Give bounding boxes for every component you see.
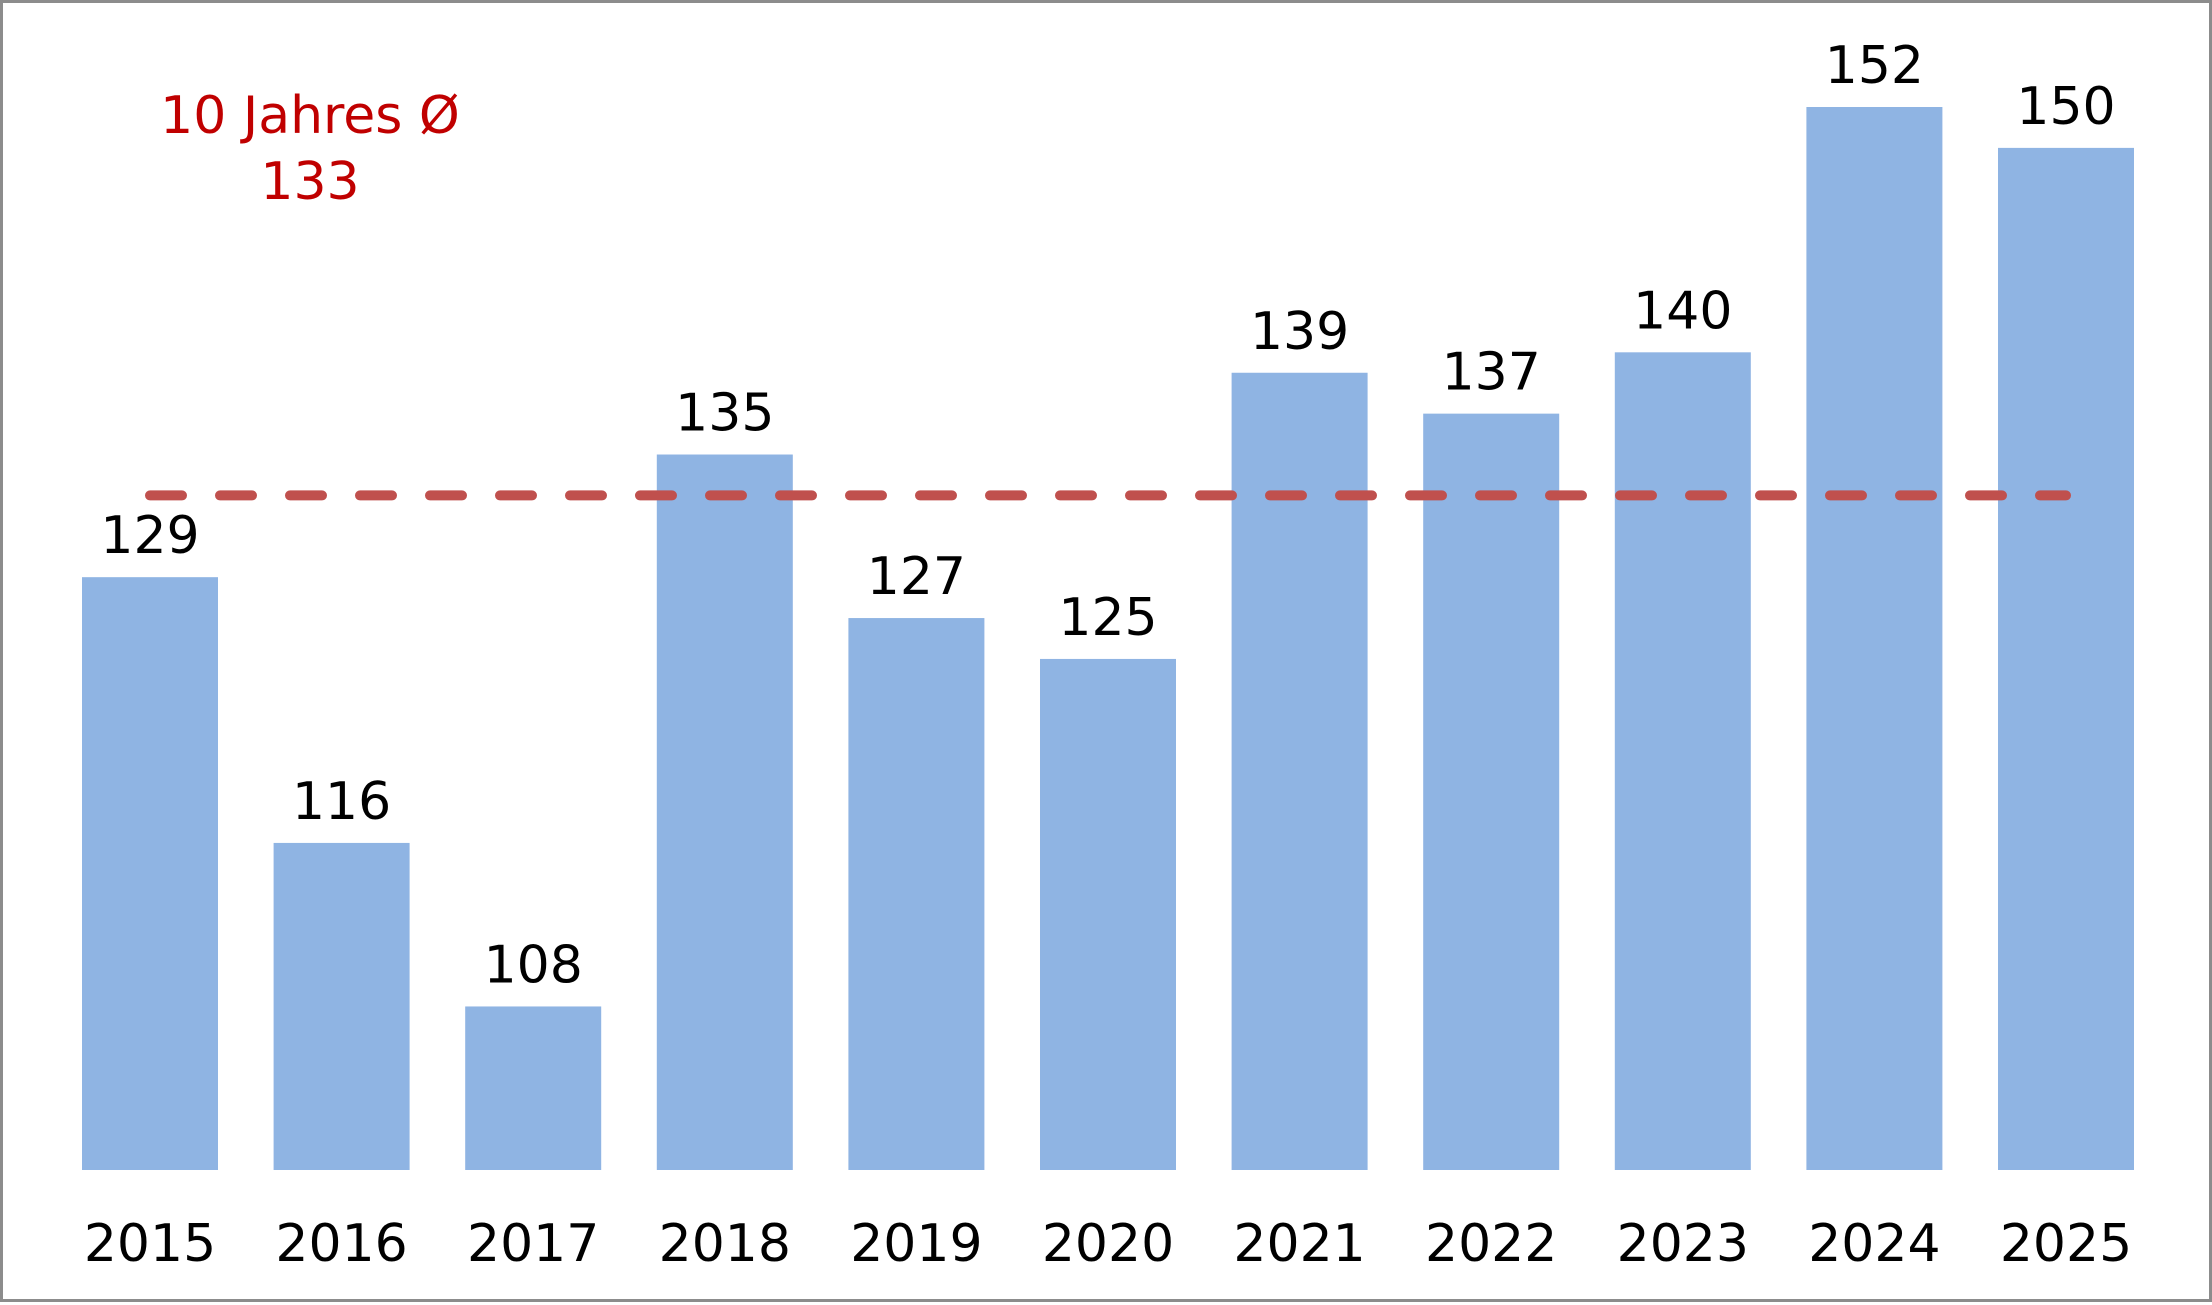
bar-2022 — [1423, 413, 1560, 1170]
bar-2019 — [848, 618, 985, 1170]
value-label-2018: 135 — [675, 384, 774, 444]
value-label-2022: 137 — [1442, 343, 1541, 403]
value-label-2016: 116 — [292, 772, 391, 832]
bar-2018 — [656, 454, 793, 1170]
bar-2023 — [1614, 352, 1751, 1170]
bar-2016 — [273, 842, 410, 1170]
bar-2021 — [1231, 372, 1368, 1170]
category-label-2023: 2023 — [1617, 1214, 1749, 1274]
bar-2024 — [1806, 107, 1943, 1170]
category-label-2019: 2019 — [850, 1214, 982, 1274]
value-label-2023: 140 — [1633, 281, 1732, 341]
category-label-2015: 2015 — [84, 1214, 216, 1274]
value-label-2024: 152 — [1825, 36, 1924, 96]
value-label-2021: 139 — [1250, 302, 1349, 362]
value-label-2020: 125 — [1058, 588, 1157, 648]
category-label-2018: 2018 — [659, 1214, 791, 1274]
bar-2025 — [1998, 147, 2134, 1170]
value-label-2017: 108 — [484, 935, 583, 995]
category-label-2022: 2022 — [1425, 1214, 1557, 1274]
value-label-2019: 127 — [867, 547, 966, 607]
category-label-2016: 2016 — [275, 1214, 407, 1274]
average-label-value: 133 — [260, 152, 359, 212]
category-label-2025: 2025 — [2000, 1214, 2132, 1274]
value-label-2015: 129 — [100, 506, 199, 566]
value-labels-layer: 129 116 108 135 127 125 139 137 140 152 150 — [100, 36, 2115, 995]
average-label-title: 10 Jahres Ø — [160, 86, 460, 146]
value-label-2025: 150 — [2016, 77, 2115, 137]
category-label-2021: 2021 — [1233, 1214, 1365, 1274]
bar-2020 — [1040, 658, 1176, 1170]
category-label-2024: 2024 — [1808, 1214, 1940, 1274]
bar-2017 — [465, 1006, 602, 1170]
bars-layer — [82, 107, 2134, 1170]
bar-2015 — [82, 577, 218, 1170]
category-label-2017: 2017 — [467, 1214, 599, 1274]
category-labels-layer: 2015 2016 2017 2018 2019 2020 2021 2022 2023 2024… — [84, 1214, 2132, 1274]
category-label-2020: 2020 — [1042, 1214, 1174, 1274]
